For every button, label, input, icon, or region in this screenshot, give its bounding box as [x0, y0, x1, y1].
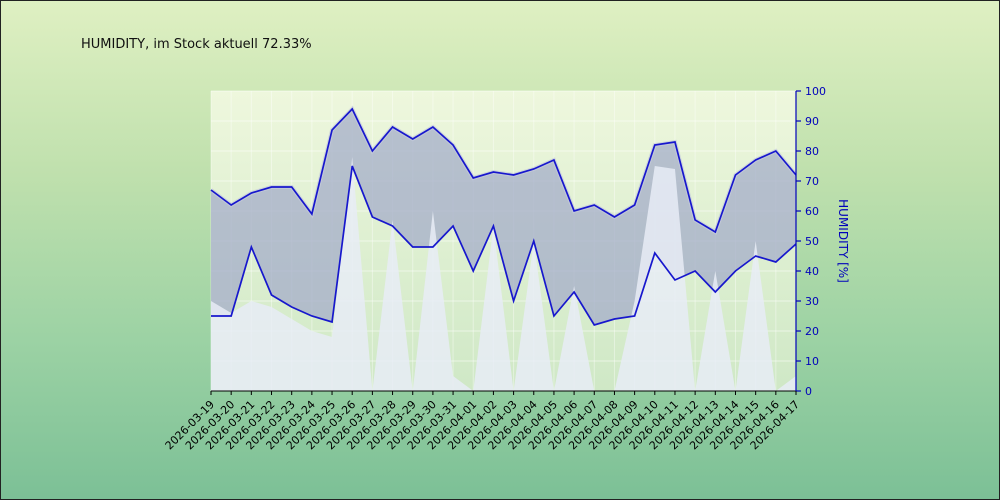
y-tick-label: 0: [805, 385, 812, 398]
y-tick-label: 70: [805, 175, 819, 188]
y-tick-label: 10: [805, 355, 819, 368]
y-axis-title: HUMIDITY [%]: [836, 199, 850, 283]
y-tick-label: 60: [805, 205, 819, 218]
area-fill: [211, 157, 796, 391]
y-tick-label: 50: [805, 235, 819, 248]
axes-layer: 01020304050607080901002026-03-192026-03-…: [163, 85, 826, 452]
y-tick-label: 100: [805, 85, 826, 98]
y-tick-label: 30: [805, 295, 819, 308]
chart-title: HUMIDITY, im Stock aktuell 72.33%: [81, 37, 312, 52]
min-line: [211, 165, 797, 327]
y-tick-label: 80: [805, 145, 819, 158]
y-tick-label: 20: [805, 325, 819, 338]
y-tick-label: 90: [805, 115, 819, 128]
series-layer: [209, 105, 798, 391]
max-line: [210, 107, 797, 234]
y-tick-label: 40: [805, 265, 819, 278]
